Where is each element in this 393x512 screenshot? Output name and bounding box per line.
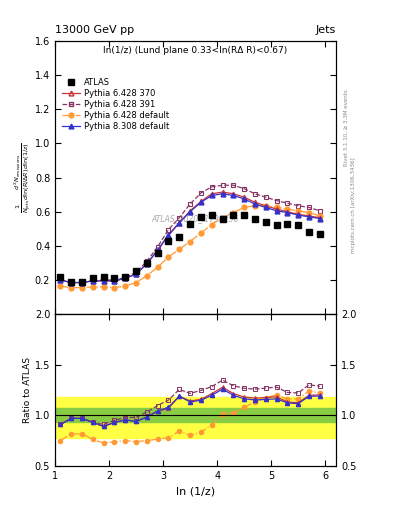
Y-axis label: Ratio to ATLAS: Ratio to ATLAS — [23, 357, 32, 423]
Legend: ATLAS, Pythia 6.428 370, Pythia 6.428 391, Pythia 6.428 default, Pythia 8.308 de: ATLAS, Pythia 6.428 370, Pythia 6.428 39… — [62, 78, 169, 131]
Y-axis label: $\frac{1}{N_{\rm jets}}\frac{d^2 N_{\rm emissions}}{d\ln(R/\Delta R)\,d\ln(1/z)}: $\frac{1}{N_{\rm jets}}\frac{d^2 N_{\rm … — [13, 142, 33, 213]
Text: ATLAS_2020_I1790256: ATLAS_2020_I1790256 — [152, 214, 239, 223]
Text: Jets: Jets — [316, 26, 336, 35]
Text: Rivet 3.1.10, ≥ 3.3M events: Rivet 3.1.10, ≥ 3.3M events — [344, 90, 349, 166]
X-axis label: ln (1/z): ln (1/z) — [176, 486, 215, 496]
Text: ln(1/z) (Lund plane 0.33<ln(RΔ R)<0.67): ln(1/z) (Lund plane 0.33<ln(RΔ R)<0.67) — [103, 47, 288, 55]
Text: mcplots.cern.ch [arXiv:1306.3436]: mcplots.cern.ch [arXiv:1306.3436] — [351, 157, 356, 252]
Text: 13000 GeV pp: 13000 GeV pp — [55, 26, 134, 35]
